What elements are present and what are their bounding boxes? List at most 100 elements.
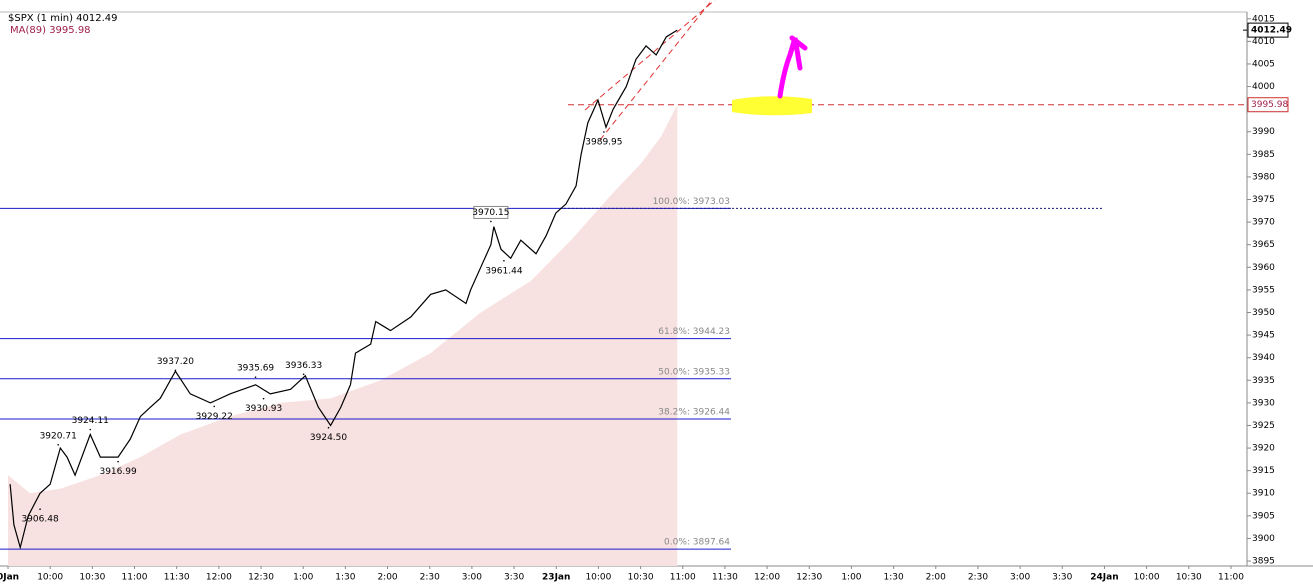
annotation-label: 3916.99 xyxy=(99,467,136,477)
x-tick-label: 11:30 xyxy=(164,573,190,583)
y-tick-label: 3990 xyxy=(1252,127,1275,137)
x-tick-label: 12:30 xyxy=(248,573,274,583)
annotation-label: 3937.20 xyxy=(157,357,194,367)
x-tick-label: 2:00 xyxy=(377,573,397,583)
ma-legend: MA(89) 3995.98 xyxy=(10,25,91,36)
ma-area xyxy=(8,104,678,566)
ma-label: MA(89) xyxy=(10,25,46,36)
x-tick-label: 10:00 xyxy=(1134,573,1160,583)
y-tick-label: 3920 xyxy=(1252,444,1275,454)
annotation-point xyxy=(57,444,59,446)
annotation-point xyxy=(327,426,330,429)
fib-label: 100.0%: 3973.03 xyxy=(653,197,730,207)
annotation-label: 3930.93 xyxy=(245,404,282,414)
annotation-point xyxy=(503,260,505,262)
annotation-point xyxy=(254,376,257,378)
annotation-label: 3929.22 xyxy=(196,412,233,422)
y-tick-label: 3970 xyxy=(1252,218,1275,228)
x-tick-label: 10:00 xyxy=(585,573,611,583)
annotation-point xyxy=(603,131,605,133)
ma-value-label: 3995.98 xyxy=(1251,100,1288,110)
x-tick-label: 24Jan xyxy=(1090,573,1118,583)
x-tick-label: 11:00 xyxy=(670,573,696,583)
last-price-label: 4012.49 xyxy=(1251,26,1292,36)
fib-label: 0.0%: 3897.64 xyxy=(664,538,730,548)
y-tick-label: 3955 xyxy=(1252,285,1275,295)
x-tick-label: 2:30 xyxy=(420,573,440,583)
x-tick-label: 12:30 xyxy=(796,573,822,583)
last-price: 4012.49 xyxy=(76,13,117,24)
ma-value: 3995.98 xyxy=(49,25,90,36)
last-price-box xyxy=(1247,22,1289,38)
x-tick-label: 1:00 xyxy=(293,573,313,583)
ma-value-box xyxy=(1247,97,1289,113)
x-tick-label: 10:30 xyxy=(628,573,654,583)
y-tick-label: 3905 xyxy=(1252,511,1275,521)
y-tick-label: 3945 xyxy=(1252,331,1275,341)
x-tick-label: 3:00 xyxy=(1010,573,1030,583)
x-tick-label: 2:00 xyxy=(926,573,946,583)
fib-label: 38.2%: 3926.44 xyxy=(658,407,730,417)
annotation-label: 3920.71 xyxy=(40,431,77,441)
annotation-point xyxy=(117,460,119,463)
y-tick-label: 4015 xyxy=(1252,14,1275,24)
annotation-point xyxy=(302,373,305,376)
y-tick-label: 3895 xyxy=(1252,557,1275,567)
fib-label: 61.8%: 3944.23 xyxy=(658,327,730,337)
x-tick-label: 11:00 xyxy=(122,573,148,583)
x-tick-label: 23Jan xyxy=(542,573,570,583)
annotation-point xyxy=(213,405,216,408)
x-tick-label: 10:30 xyxy=(1176,573,1202,583)
annotation-label: 3989.95 xyxy=(585,137,622,147)
annotation-label: 3924.11 xyxy=(72,416,109,426)
y-tick-label: 3935 xyxy=(1252,376,1275,386)
y-tick-label: 3925 xyxy=(1252,421,1275,431)
y-tick-label: 4010 xyxy=(1252,37,1275,47)
annotation-label: 3961.44 xyxy=(485,266,522,276)
annotation-point xyxy=(174,369,177,372)
y-tick-label: 3915 xyxy=(1252,466,1275,476)
y-tick-label: 3985 xyxy=(1252,150,1275,160)
y-tick-label: 3900 xyxy=(1252,534,1275,544)
y-tick-label: 3950 xyxy=(1252,308,1275,318)
price-line xyxy=(9,29,678,550)
annotation-label: 3935.69 xyxy=(237,364,274,374)
annotation-label: 3906.48 xyxy=(21,515,58,525)
x-tick-label: 3:00 xyxy=(462,573,482,583)
highlight xyxy=(732,96,812,116)
y-tick-label: 3910 xyxy=(1252,489,1275,499)
y-tick-label: 3980 xyxy=(1252,172,1275,182)
annotation-box xyxy=(473,205,509,219)
y-tick-label: 3960 xyxy=(1252,263,1275,273)
x-tick-label: 10:30 xyxy=(79,573,105,583)
x-tick-label: 3:30 xyxy=(504,573,524,583)
channel-upper xyxy=(584,0,716,111)
y-tick-label: 3940 xyxy=(1252,353,1275,363)
annotation-label: 3936.33 xyxy=(285,361,322,371)
y-tick-label: 3930 xyxy=(1252,398,1275,408)
fib-label: 50.0%: 3935.33 xyxy=(658,367,730,377)
x-tick-label: 11:00 xyxy=(1218,573,1244,583)
y-tick-label: 4005 xyxy=(1252,59,1275,69)
y-tick-label: 3975 xyxy=(1252,195,1275,205)
x-tick-label: 0Jan xyxy=(0,573,19,583)
x-tick-label: 12:00 xyxy=(206,573,232,583)
x-tick-label: 1:30 xyxy=(883,573,903,583)
x-tick-label: 1:30 xyxy=(335,573,355,583)
annotation-label: 3924.50 xyxy=(310,433,347,443)
annotation-label: 3970.15 xyxy=(472,208,509,218)
annotation-point xyxy=(490,220,492,223)
x-tick-label: 3:30 xyxy=(1052,573,1072,583)
annotation-point xyxy=(89,428,92,431)
x-tick-label: 11:30 xyxy=(712,573,738,583)
annotation-point xyxy=(262,397,265,400)
y-tick-label: 4000 xyxy=(1252,82,1275,92)
chart-title: $SPX (1 min) xyxy=(8,13,73,24)
header: $SPX (1 min) 4012.49 xyxy=(8,13,118,24)
x-tick-label: 10:00 xyxy=(37,573,63,583)
x-tick-label: 12:00 xyxy=(754,573,780,583)
y-tick-label: 3965 xyxy=(1252,240,1275,250)
annotation-point xyxy=(39,508,41,510)
